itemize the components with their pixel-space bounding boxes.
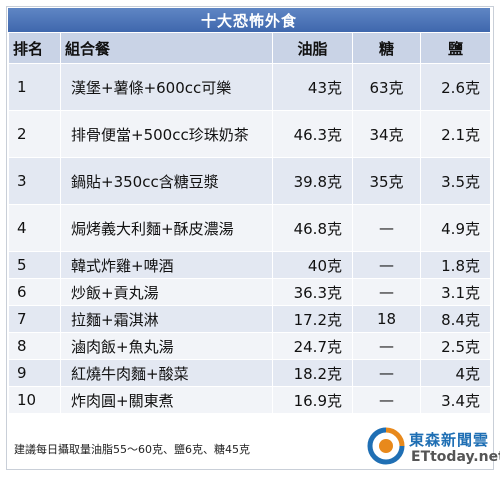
combo-cell: 漢堡+薯條+600cc可樂 xyxy=(60,63,273,111)
table-row: 4 焗烤義大利麵+酥皮濃湯 46.8克 — 4.9克 xyxy=(8,204,491,252)
rank-cell: 4 xyxy=(8,204,61,252)
sugar-cell: — xyxy=(352,332,421,360)
rank-cell: 7 xyxy=(8,305,61,333)
combo-cell: 拉麵+霜淇淋 xyxy=(60,305,273,333)
fat-cell: 36.3克 xyxy=(272,278,353,306)
header-sugar: 糖 xyxy=(352,32,421,64)
salt-cell: 4克 xyxy=(420,359,491,387)
rank-cell: 10 xyxy=(8,386,61,414)
fat-cell: 16.9克 xyxy=(272,386,353,414)
sugar-cell: 63克 xyxy=(352,63,421,111)
ettoday-logo-icon xyxy=(367,427,405,465)
combo-cell: 焗烤義大利麵+酥皮濃湯 xyxy=(60,204,273,252)
logo-name-cn: 東森新聞雲 xyxy=(409,431,490,449)
salt-cell: 2.5克 xyxy=(420,332,491,360)
fat-cell: 17.2克 xyxy=(272,305,353,333)
fat-cell: 46.3克 xyxy=(272,110,353,158)
rank-cell: 1 xyxy=(8,63,61,111)
fat-cell: 24.7克 xyxy=(272,332,353,360)
combo-cell: 排骨便當+500cc珍珠奶茶 xyxy=(60,110,273,158)
fat-cell: 43克 xyxy=(272,63,353,111)
salt-cell: 3.1克 xyxy=(420,278,491,306)
table-row: 2 排骨便當+500cc珍珠奶茶 46.3克 34克 2.1克 xyxy=(8,110,491,158)
rank-cell: 6 xyxy=(8,278,61,306)
combo-cell: 韓式炸雞+啤酒 xyxy=(60,251,273,279)
table-row: 10 炸肉圓+關東煮 16.9克 — 3.4克 xyxy=(8,386,491,414)
header-combo: 組合餐 xyxy=(60,32,273,64)
ettoday-logo: 東森新聞雲 ETtoday.net xyxy=(367,425,500,469)
rank-cell: 5 xyxy=(8,251,61,279)
sugar-cell: 34克 xyxy=(352,110,421,158)
salt-cell: 1.8克 xyxy=(420,251,491,279)
header-rank: 排名 xyxy=(8,32,61,64)
sugar-cell: — xyxy=(352,278,421,306)
footnote: 建議每日攝取量油脂55～60克、鹽6克、糖45克 xyxy=(14,443,250,456)
salt-cell: 4.9克 xyxy=(420,204,491,252)
table-row: 7 拉麵+霜淇淋 17.2克 18 8.4克 xyxy=(8,305,491,333)
rank-cell: 8 xyxy=(8,332,61,360)
combo-cell: 炸肉圓+關東煮 xyxy=(60,386,273,414)
sugar-cell: — xyxy=(352,251,421,279)
sugar-cell: — xyxy=(352,359,421,387)
sugar-cell: 18 xyxy=(352,305,421,333)
sugar-cell: — xyxy=(352,204,421,252)
combo-cell: 滷肉飯+魚丸湯 xyxy=(60,332,273,360)
rank-cell: 9 xyxy=(8,359,61,387)
header-salt: 鹽 xyxy=(420,32,491,64)
table-row: 1 漢堡+薯條+600cc可樂 43克 63克 2.6克 xyxy=(8,63,491,111)
rank-cell: 3 xyxy=(8,157,61,205)
table-row: 6 炒飯+貢丸湯 36.3克 — 3.1克 xyxy=(8,278,491,306)
fat-cell: 46.8克 xyxy=(272,204,353,252)
fat-cell: 40克 xyxy=(272,251,353,279)
table-row: 8 滷肉飯+魚丸湯 24.7克 — 2.5克 xyxy=(8,332,491,360)
table-title: 十大恐怖外食 xyxy=(8,8,490,32)
salt-cell: 8.4克 xyxy=(420,305,491,333)
combo-cell: 紅燒牛肉麵+酸菜 xyxy=(60,359,273,387)
sugar-cell: 35克 xyxy=(352,157,421,205)
rank-cell: 2 xyxy=(8,110,61,158)
sugar-cell: — xyxy=(352,386,421,414)
combo-cell: 鍋貼+350cc含糖豆漿 xyxy=(60,157,273,205)
fat-cell: 39.8克 xyxy=(272,157,353,205)
salt-cell: 2.6克 xyxy=(420,63,491,111)
header-fat: 油脂 xyxy=(272,32,353,64)
table-row: 9 紅燒牛肉麵+酸菜 18.2克 — 4克 xyxy=(8,359,491,387)
logo-name-en: ETtoday.net xyxy=(411,449,500,465)
fat-cell: 18.2克 xyxy=(272,359,353,387)
combo-cell: 炒飯+貢丸湯 xyxy=(60,278,273,306)
salt-cell: 3.4克 xyxy=(420,386,491,414)
food-ranking-table: 排名 組合餐 油脂 糖 鹽 1 漢堡+薯條+600cc可樂 43克 63克 2.… xyxy=(8,32,491,414)
salt-cell: 3.5克 xyxy=(420,157,491,205)
table-row: 5 韓式炸雞+啤酒 40克 — 1.8克 xyxy=(8,251,491,279)
header-row: 排名 組合餐 油脂 糖 鹽 xyxy=(8,32,491,64)
table-row: 3 鍋貼+350cc含糖豆漿 39.8克 35克 3.5克 xyxy=(8,157,491,205)
salt-cell: 2.1克 xyxy=(420,110,491,158)
